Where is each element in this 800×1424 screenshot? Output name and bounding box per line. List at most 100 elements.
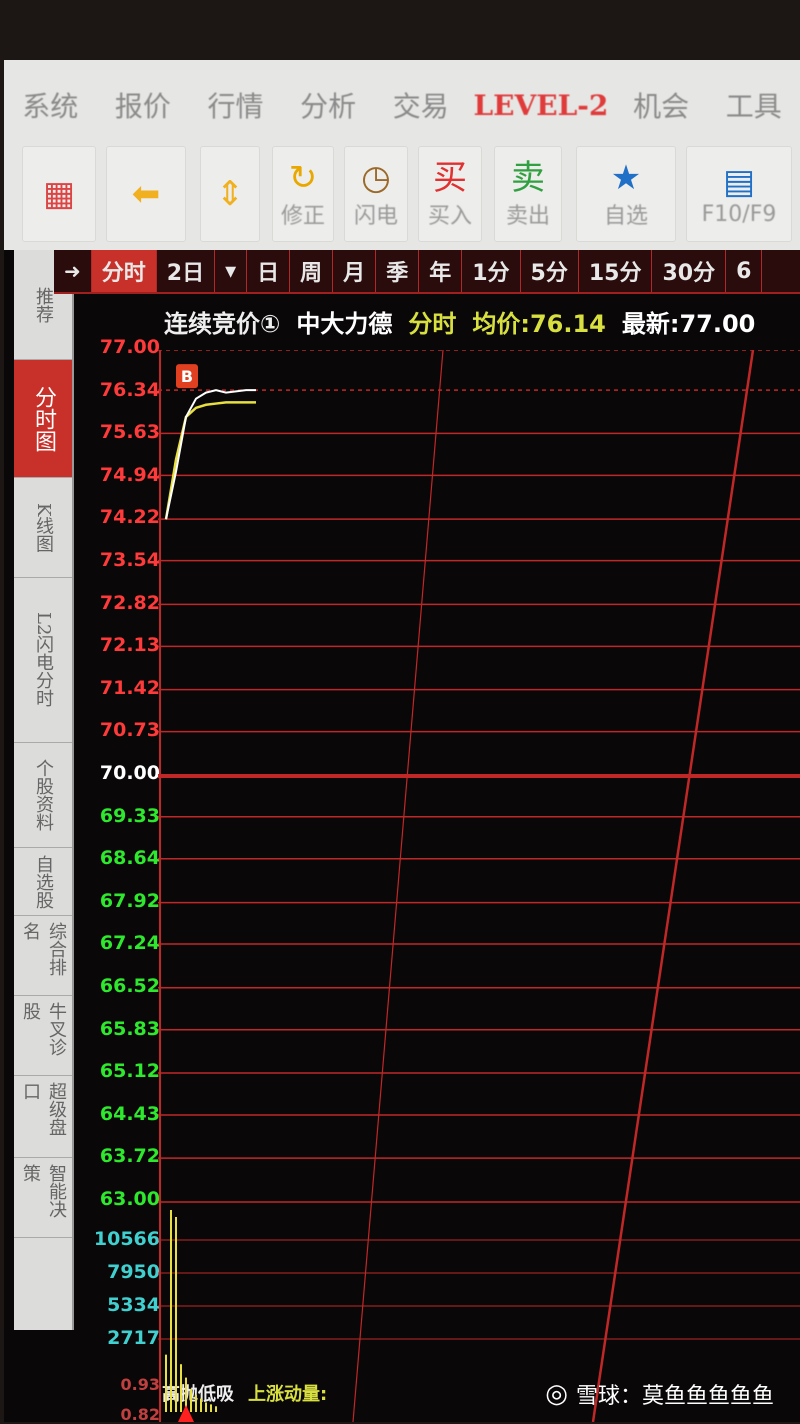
toolbar-label: 修正 xyxy=(280,204,325,229)
clock-icon: ◷ xyxy=(361,158,391,198)
indicator-red-marker xyxy=(178,1405,194,1422)
indicator-axis-label: 0.93 xyxy=(120,1375,160,1394)
price-axis-label: 75.63 xyxy=(99,421,160,444)
last-label: 最新: xyxy=(621,310,680,338)
left-tab-strip: 推荐 分时图 K线图 L2闪电分时 个股资料 自选股 综合排名 牛叉诊股 超级盘口 智能决策 xyxy=(14,250,74,1330)
toolbar-label: F10/F9 xyxy=(701,201,777,227)
time-gridline xyxy=(591,350,755,1422)
price-axis-label: 63.00 xyxy=(99,1188,160,1210)
price-axis-label: 67.92 xyxy=(99,889,160,912)
menu-item-5[interactable]: LEVEL-2 xyxy=(473,88,609,122)
avg-label: 均价: xyxy=(472,310,530,338)
refresh-button[interactable]: ↻ 修正 xyxy=(272,146,334,242)
price-axis-label: 77.00 xyxy=(99,336,160,358)
price-axis-label: 72.13 xyxy=(99,634,160,657)
price-axis-label: 74.22 xyxy=(99,506,160,529)
clock-button[interactable]: ◷ 闪电 xyxy=(344,146,408,242)
menu-item-7[interactable]: 工具 xyxy=(725,90,782,123)
price-axis-label: 73.54 xyxy=(99,549,160,571)
left-tab-2[interactable]: K线图 xyxy=(14,478,72,578)
menu-item-4[interactable]: 交易 xyxy=(392,90,449,123)
back-arrow-button[interactable]: ⬅ xyxy=(106,146,186,242)
back-arrow-icon: ⬅ xyxy=(131,174,161,214)
price-axis-label: 65.83 xyxy=(99,1017,160,1040)
period-tab-9[interactable]: 5分 xyxy=(521,250,579,292)
toolbar-label: 卖出 xyxy=(505,204,550,229)
period-tab-11[interactable]: 30分 xyxy=(652,250,727,292)
chart-info-bar: 连续竞价① 中大力德 分时 均价:76.14 最新:77.00 xyxy=(164,304,755,339)
price-axis-label: 64.43 xyxy=(99,1102,160,1125)
windows-grid-button[interactable]: ▦ xyxy=(22,146,96,242)
left-tab-5[interactable]: 自选股 xyxy=(14,848,72,916)
period-tab-3[interactable]: 日 xyxy=(247,250,291,292)
left-tab-4[interactable]: 个股资料 xyxy=(14,743,72,848)
toolbar: ▦ ⬅ ⇕ ↻ 修正 ◷ 闪电买买入卖卖出 ★ 自选 ▤ F10/F9 xyxy=(4,138,800,250)
period-bar: ➜ 分时 2日 ▾ 日周月季年 1分 5分 15分 30分 6 xyxy=(54,250,800,294)
period-tab-5[interactable]: 月 xyxy=(333,250,377,292)
auction-status[interactable]: 连续竞价① xyxy=(164,310,281,338)
time-gridline xyxy=(352,350,444,1422)
menu-item-3[interactable]: 分析 xyxy=(300,90,357,123)
menu-item-0[interactable]: 系统 xyxy=(22,90,79,123)
menu-item-2[interactable]: 行情 xyxy=(207,90,264,123)
watermark: ◎ 雪球：莫鱼鱼鱼鱼鱼 xyxy=(545,1378,774,1410)
price-axis-label: 72.82 xyxy=(99,591,160,614)
menu-bar: 系统 报价 行情 分析 交易 LEVEL-2 机会 工具 xyxy=(4,70,800,140)
up-down-arrow-icon: ⇕ xyxy=(215,174,245,214)
price-axis-label: 65.12 xyxy=(99,1060,160,1083)
period-tab-8[interactable]: 1分 xyxy=(462,250,521,292)
favorites-folder-icon: ★ xyxy=(610,158,642,198)
app-window: 系统 报价 行情 分析 交易 LEVEL-2 机会 工具 ▦ ⬅ ⇕ ↻ 修正 ◷ 闪电买买入卖卖出 ★ 自选… xyxy=(4,60,800,1424)
left-tab-6[interactable]: 综合排名 xyxy=(14,916,72,996)
volume-axis-label: 10566 xyxy=(93,1228,160,1250)
chart-mode: 分时 xyxy=(408,310,457,338)
left-tab-7[interactable]: 牛叉诊股 xyxy=(14,996,72,1076)
stock-name: 中大力德 xyxy=(296,310,393,338)
avg-price: 76.14 xyxy=(529,310,606,338)
f10-button[interactable]: ▤ F10/F9 xyxy=(686,146,792,242)
price-axis-label: 70.73 xyxy=(99,719,160,742)
intraday-chart[interactable]: B xyxy=(158,350,800,1422)
f10-icon: ▤ xyxy=(722,161,756,202)
toolbar-label: 闪电 xyxy=(353,204,398,229)
period-tab-1[interactable]: 2日 xyxy=(157,250,216,292)
period-tab-7[interactable]: 年 xyxy=(419,250,463,292)
period-tab-2[interactable]: ▾ xyxy=(215,250,248,292)
price-axis-label: 66.52 xyxy=(99,975,160,997)
refresh-icon: ↻ xyxy=(288,158,318,198)
sell-button[interactable]: 卖卖出 xyxy=(494,146,562,242)
favorites-folder-button[interactable]: ★ 自选 xyxy=(576,146,676,242)
price-axis-label: 67.24 xyxy=(99,932,160,955)
left-tab-3[interactable]: L2闪电分时 xyxy=(14,578,72,743)
left-tab-9[interactable]: 智能决策 xyxy=(14,1158,72,1238)
windows-grid-icon: ▦ xyxy=(42,174,76,214)
period-tab-0[interactable]: 分时 xyxy=(91,250,157,292)
volume-axis-label: 5334 xyxy=(107,1294,160,1316)
left-tab-0[interactable]: 推荐 xyxy=(14,250,72,360)
period-tab-4[interactable]: 周 xyxy=(290,250,334,292)
price-axis-label: 71.42 xyxy=(99,676,160,699)
price-axis-label: 70.00 xyxy=(99,762,160,784)
period-tab-12[interactable]: 6 xyxy=(726,250,763,292)
avg-price-line xyxy=(164,401,256,520)
price-axis-label: 68.64 xyxy=(99,847,160,870)
sell-icon: 卖 xyxy=(511,158,545,198)
price-axis-label: 69.33 xyxy=(99,804,160,827)
watermark-text: 雪球：莫鱼鱼鱼鱼鱼 xyxy=(575,1384,774,1409)
xueqiu-logo-icon: ◎ xyxy=(545,1379,568,1409)
menu-item-6[interactable]: 机会 xyxy=(633,90,690,123)
period-tab-10[interactable]: 15分 xyxy=(579,250,653,292)
up-down-arrow-button[interactable]: ⇕ xyxy=(200,146,260,242)
period-tab-6[interactable]: 季 xyxy=(376,250,420,292)
buy-marker xyxy=(176,364,198,389)
volume-axis-label: 2717 xyxy=(107,1327,160,1349)
collapse-arrow-icon[interactable]: ➜ xyxy=(54,250,92,292)
buy-button[interactable]: 买买入 xyxy=(418,146,482,242)
price-axis-label: 63.72 xyxy=(99,1145,160,1168)
last-price: 77.00 xyxy=(679,310,756,338)
left-tab-1[interactable]: 分时图 xyxy=(14,360,72,478)
left-tab-8[interactable]: 超级盘口 xyxy=(14,1076,72,1158)
menu-item-1[interactable]: 报价 xyxy=(114,90,171,123)
price-line xyxy=(165,389,256,520)
toolbar-label: 买入 xyxy=(427,204,472,229)
